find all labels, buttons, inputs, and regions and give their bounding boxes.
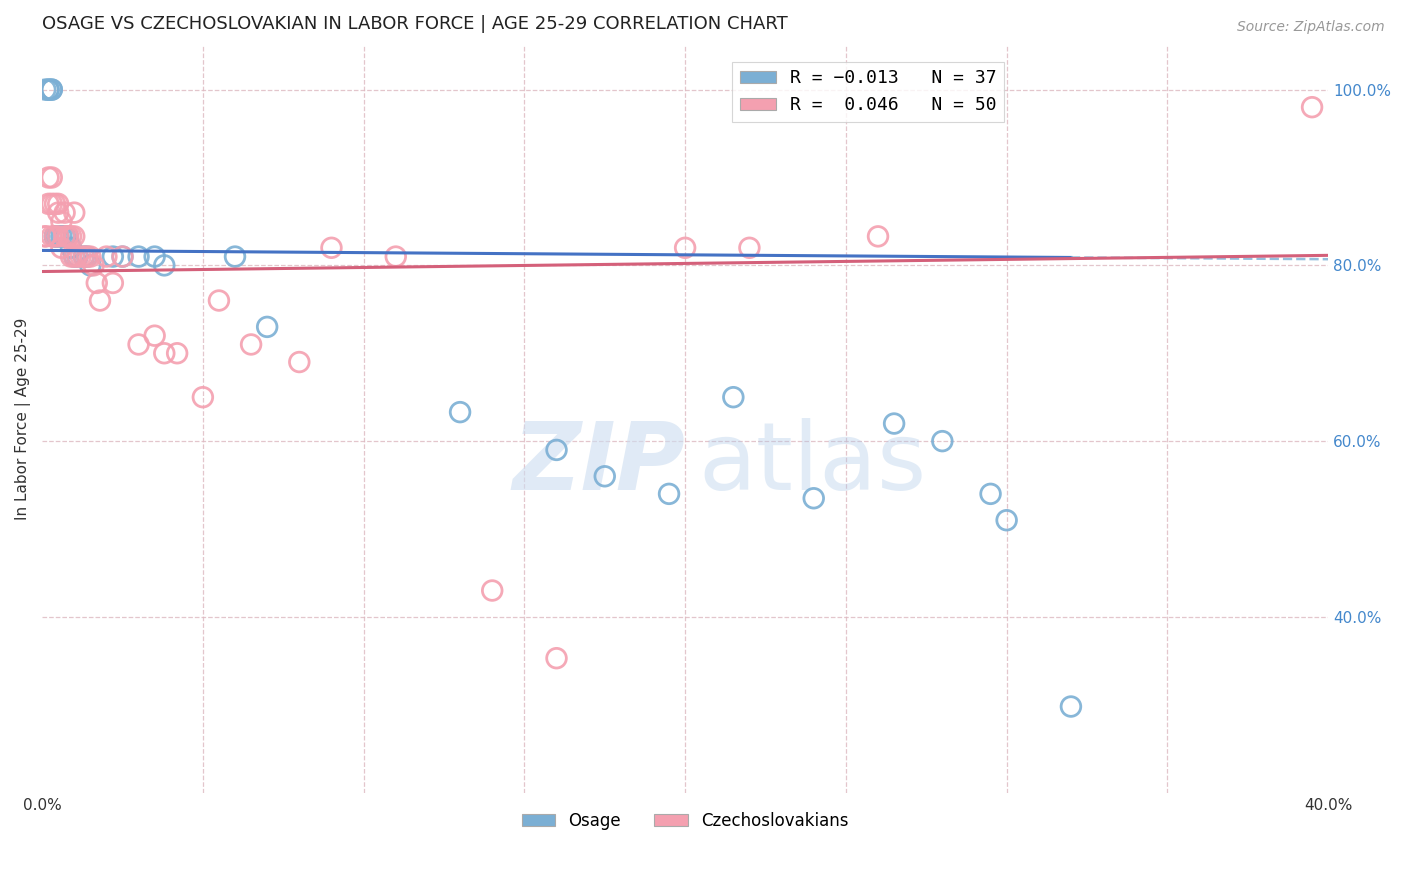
Point	[53, 205, 76, 219]
Point	[128, 337, 150, 351]
Point	[44, 229, 66, 244]
Point	[79, 258, 101, 272]
Point	[56, 229, 79, 244]
Point	[73, 250, 96, 264]
Point	[883, 417, 905, 431]
Point	[191, 390, 214, 404]
Point	[546, 442, 568, 457]
Point	[658, 487, 681, 501]
Point	[56, 229, 79, 244]
Point	[44, 229, 66, 244]
Point	[69, 250, 91, 264]
Point	[166, 346, 188, 360]
Point	[51, 229, 73, 244]
Point	[931, 434, 953, 449]
Point	[240, 337, 263, 351]
Point	[79, 250, 101, 264]
Point	[38, 197, 60, 211]
Point	[76, 250, 98, 264]
Point	[46, 229, 69, 244]
Point	[111, 250, 134, 264]
Point	[593, 469, 616, 483]
Point	[96, 250, 118, 264]
Point	[38, 170, 60, 185]
Point	[44, 197, 66, 211]
Point	[288, 355, 311, 369]
Point	[546, 651, 568, 665]
Point	[1301, 100, 1323, 114]
Point	[995, 513, 1018, 527]
Y-axis label: In Labor Force | Age 25-29: In Labor Force | Age 25-29	[15, 318, 31, 520]
Point	[208, 293, 231, 308]
Point	[321, 241, 343, 255]
Point	[46, 229, 69, 244]
Text: atlas: atlas	[697, 418, 927, 510]
Point	[384, 250, 406, 264]
Point	[153, 346, 176, 360]
Point	[51, 214, 73, 228]
Point	[256, 319, 278, 334]
Point	[60, 241, 83, 255]
Point	[41, 82, 63, 96]
Point	[63, 229, 86, 244]
Point	[128, 250, 150, 264]
Point	[76, 250, 98, 264]
Point	[60, 250, 83, 264]
Point	[723, 390, 745, 404]
Point	[51, 241, 73, 255]
Point	[63, 250, 86, 264]
Point	[46, 229, 69, 244]
Point	[46, 197, 69, 211]
Point	[143, 250, 166, 264]
Point	[1060, 699, 1083, 714]
Text: Source: ZipAtlas.com: Source: ZipAtlas.com	[1237, 20, 1385, 34]
Point	[143, 328, 166, 343]
Point	[738, 241, 761, 255]
Point	[63, 205, 86, 219]
Point	[224, 250, 246, 264]
Point	[111, 250, 134, 264]
Point	[481, 583, 503, 598]
Point	[980, 487, 1002, 501]
Point	[63, 250, 86, 264]
Point	[66, 250, 89, 264]
Point	[46, 205, 69, 219]
Legend: Osage, Czechoslovakians: Osage, Czechoslovakians	[515, 805, 855, 837]
Point	[86, 276, 108, 290]
Point	[34, 82, 56, 96]
Point	[66, 250, 89, 264]
Point	[56, 229, 79, 244]
Point	[101, 276, 124, 290]
Text: OSAGE VS CZECHOSLOVAKIAN IN LABOR FORCE | AGE 25-29 CORRELATION CHART: OSAGE VS CZECHOSLOVAKIAN IN LABOR FORCE …	[42, 15, 787, 33]
Point	[53, 229, 76, 244]
Point	[673, 241, 696, 255]
Point	[41, 197, 63, 211]
Point	[41, 82, 63, 96]
Point	[73, 250, 96, 264]
Point	[60, 229, 83, 244]
Point	[44, 229, 66, 244]
Point	[53, 229, 76, 244]
Point	[41, 170, 63, 185]
Point	[53, 229, 76, 244]
Point	[153, 258, 176, 272]
Point	[83, 258, 105, 272]
Text: ZIP: ZIP	[512, 418, 685, 510]
Point	[34, 229, 56, 244]
Point	[38, 82, 60, 96]
Point	[101, 250, 124, 264]
Point	[866, 229, 889, 244]
Point	[34, 229, 56, 244]
Point	[803, 491, 825, 506]
Point	[41, 229, 63, 244]
Point	[449, 405, 471, 419]
Point	[89, 293, 111, 308]
Point	[38, 82, 60, 96]
